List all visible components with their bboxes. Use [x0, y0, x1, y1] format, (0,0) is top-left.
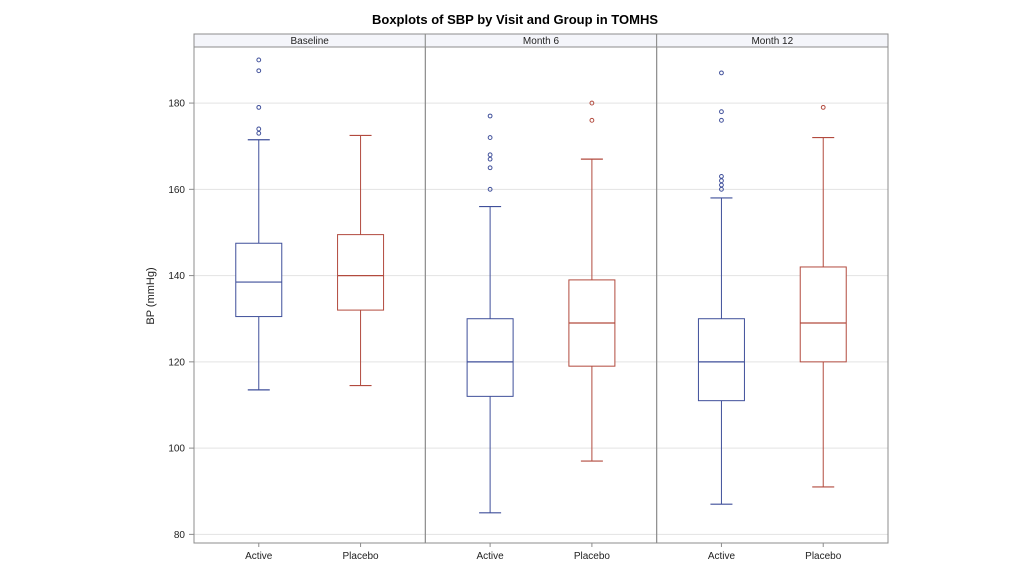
x-category-label: Active	[476, 551, 504, 562]
box-active	[235, 57, 283, 391]
outlier-point	[719, 117, 724, 123]
outlier-point	[487, 186, 493, 192]
outlier-point	[487, 165, 493, 171]
outlier-point	[589, 117, 595, 123]
panel-frame	[424, 46, 658, 544]
y-tick-label: 100	[168, 444, 185, 455]
panel-header-label: Month 12	[751, 36, 793, 47]
y-tick-label: 80	[174, 530, 186, 541]
box-placebo	[799, 104, 847, 488]
iqr-box	[697, 318, 745, 402]
box-placebo	[568, 100, 616, 462]
outlier-point	[719, 182, 724, 188]
x-category-label: Placebo	[805, 551, 842, 562]
panel-frame	[656, 46, 889, 544]
iqr-box	[235, 242, 283, 318]
iqr-box	[337, 234, 385, 311]
outlier-point	[719, 70, 724, 76]
x-category-label: Active	[245, 551, 273, 562]
outlier-point	[256, 68, 262, 74]
chart-title: Boxplots of SBP by Visit and Group in TO…	[372, 12, 658, 27]
x-category-label: Active	[708, 551, 736, 562]
panel-month-12: Month 12 Active Placebo	[656, 33, 889, 562]
y-axis-label: BP (mmHg)	[145, 267, 157, 324]
panel-month-6: Month 6 Active Placebo	[424, 33, 658, 562]
x-category-label: Placebo	[342, 551, 379, 562]
panel-baseline: Baseline Active Placebo	[193, 33, 426, 562]
outlier-point	[487, 135, 493, 140]
box-active	[466, 113, 514, 514]
outlier-point	[820, 104, 826, 110]
y-tick-label: 160	[168, 185, 185, 196]
y-tick-label: 120	[168, 357, 185, 368]
outlier-point	[256, 130, 262, 136]
chart-grid: 80 100 120 140 160 180	[168, 99, 888, 541]
chart-panels: Baseline Active Placebo Month 6 Active Placeb…	[193, 33, 889, 562]
x-category-label: Placebo	[574, 551, 611, 562]
outlier-point	[256, 126, 262, 132]
outlier-point	[256, 57, 262, 63]
outlier-point	[487, 113, 493, 119]
outlier-point	[589, 100, 595, 106]
panel-header-label: Month 6	[523, 36, 560, 47]
panel-header-label: Baseline	[290, 36, 329, 47]
outlier-point	[487, 152, 493, 158]
box-placebo	[337, 134, 385, 387]
y-tick-label: 180	[168, 99, 185, 110]
outlier-point	[719, 178, 724, 184]
iqr-box	[466, 318, 514, 397]
outlier-point	[256, 104, 262, 110]
outlier-point	[487, 156, 493, 162]
box-active	[697, 70, 745, 505]
outlier-point	[719, 186, 724, 192]
iqr-box	[799, 266, 847, 363]
outlier-point	[719, 173, 724, 179]
outlier-point	[719, 109, 724, 115]
y-tick-label: 140	[168, 271, 185, 282]
panel-frame	[193, 46, 426, 544]
